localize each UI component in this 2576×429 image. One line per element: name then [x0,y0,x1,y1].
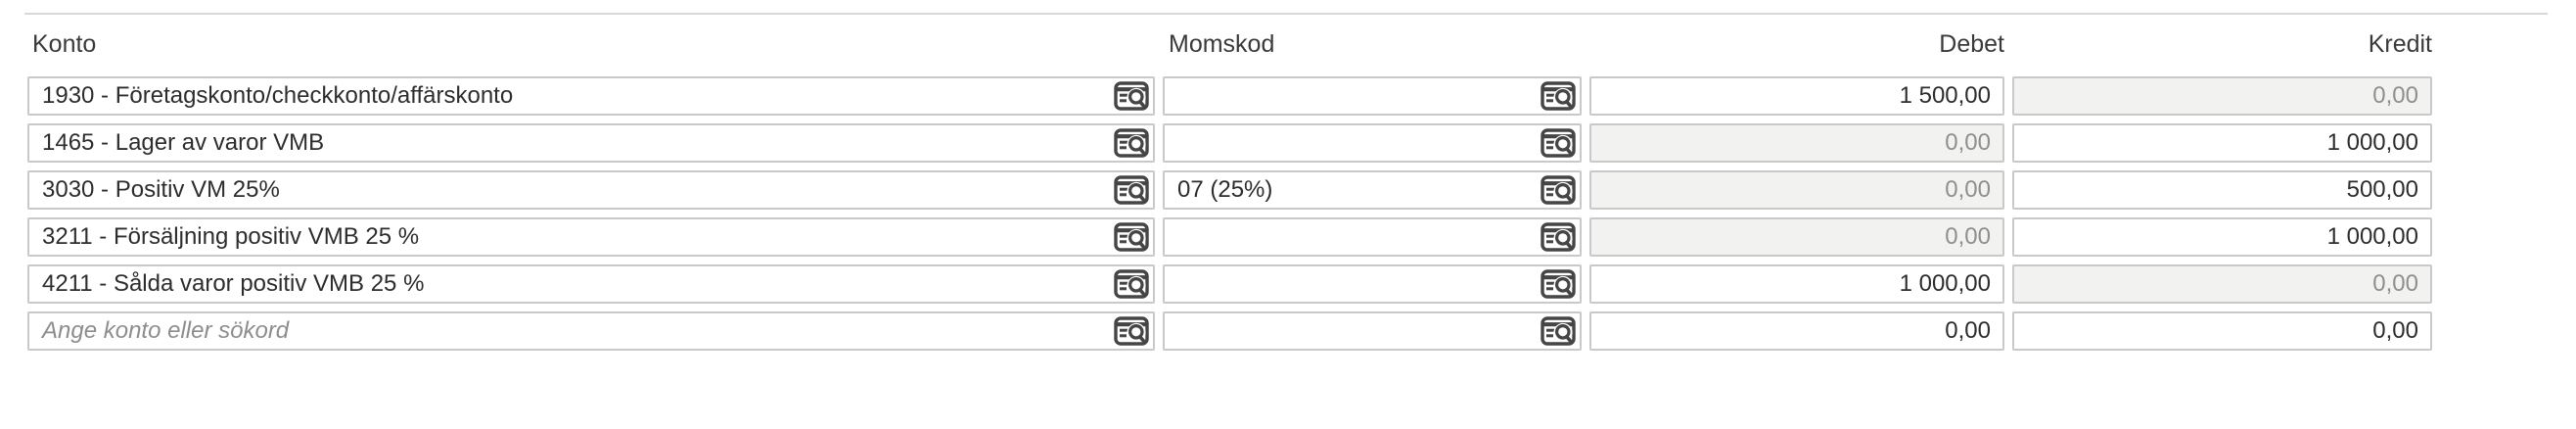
journal-row-5: 4211 - Sålda varor positiv VMB 25 % [27,264,2432,304]
momskod-field[interactable] [1163,76,1582,116]
kredit-value: 0,00 [2372,317,2418,344]
konto-value: 1465 - Lager av varor VMB [42,129,325,156]
kredit-value: 1 000,00 [2326,223,2418,250]
momskod-field[interactable]: 07 (25%) [1163,170,1582,210]
debet-field[interactable]: 0,00 [1589,311,2004,351]
konto-field[interactable]: 1930 - Företagskonto/checkkonto/affärsko… [27,76,1155,116]
konto-value: 3211 - Försäljning positiv VMB 25 % [42,223,420,250]
kredit-field[interactable]: 1 000,00 [2012,123,2432,163]
debet-value: 1 500,00 [1899,82,1991,109]
konto-field[interactable]: 1465 - Lager av varor VMB [27,123,1155,163]
momskod-field[interactable] [1163,217,1582,257]
kredit-field: 0,00 [2012,76,2432,116]
momskod-field[interactable] [1163,123,1582,163]
kredit-column-header: Kredit [2368,30,2432,58]
konto-lookup-icon[interactable] [1114,175,1149,205]
konto-lookup-icon[interactable] [1114,269,1149,299]
debet-field: 0,00 [1589,123,2004,163]
debet-value: 0,00 [1945,317,1991,344]
journal-row-4: 3211 - Försäljning positiv VMB 25 % [27,217,2432,257]
journal-row-6: Ange konto eller sökord [27,311,2432,351]
kredit-field[interactable]: 0,00 [2012,311,2432,351]
momskod-lookup-icon[interactable] [1541,222,1576,252]
konto-lookup-icon[interactable] [1114,222,1149,252]
kredit-field[interactable]: 500,00 [2012,170,2432,210]
momskod-field[interactable] [1163,311,1582,351]
konto-field[interactable]: Ange konto eller sökord [27,311,1155,351]
konto-value: 1930 - Företagskonto/checkkonto/affärsko… [42,82,514,109]
journal-rows: 1930 - Företagskonto/checkkonto/affärsko… [27,76,2432,351]
momskod-lookup-icon[interactable] [1541,128,1576,158]
debet-value: 1 000,00 [1899,270,1991,297]
debet-field: 0,00 [1589,217,2004,257]
debet-field[interactable]: 1 000,00 [1589,264,2004,304]
kredit-value: 0,00 [2372,82,2418,109]
journal-row-3: 3030 - Positiv VM 25% 07 (25%) [27,170,2432,210]
momskod-field[interactable] [1163,264,1582,304]
konto-field[interactable]: 4211 - Sålda varor positiv VMB 25 % [27,264,1155,304]
konto-field[interactable]: 3211 - Försäljning positiv VMB 25 % [27,217,1155,257]
momskod-lookup-icon[interactable] [1541,316,1576,346]
konto-field[interactable]: 3030 - Positiv VM 25% [27,170,1155,210]
column-headers: Konto Momskod Debet Kredit [27,30,2432,58]
kredit-value: 0,00 [2372,270,2418,297]
momskod-lookup-icon[interactable] [1541,81,1576,111]
kredit-field[interactable]: 1 000,00 [2012,217,2432,257]
momskod-lookup-icon[interactable] [1541,175,1576,205]
kredit-field: 0,00 [2012,264,2432,304]
kredit-value: 1 000,00 [2326,129,2418,156]
top-divider [24,13,2548,15]
debet-field: 0,00 [1589,170,2004,210]
kredit-value: 500,00 [2346,176,2418,203]
konto-value: 3030 - Positiv VM 25% [42,176,280,203]
debet-column-header: Debet [1939,30,2004,58]
konto-column-header: Konto [32,30,97,58]
debet-field[interactable]: 1 500,00 [1589,76,2004,116]
journal-row-2: 1465 - Lager av varor VMB [27,123,2432,163]
konto-placeholder: Ange konto eller sökord [42,317,290,344]
debet-value: 0,00 [1945,176,1991,203]
debet-value: 0,00 [1945,129,1991,156]
journal-row-1: 1930 - Företagskonto/checkkonto/affärsko… [27,76,2432,116]
debet-value: 0,00 [1945,223,1991,250]
momskod-lookup-icon[interactable] [1541,269,1576,299]
momskod-value: 07 (25%) [1177,176,1273,203]
konto-value: 4211 - Sålda varor positiv VMB 25 % [42,270,425,297]
konto-lookup-icon[interactable] [1114,128,1149,158]
konto-lookup-icon[interactable] [1114,81,1149,111]
konto-lookup-icon[interactable] [1114,316,1149,346]
momskod-column-header: Momskod [1169,30,1275,58]
